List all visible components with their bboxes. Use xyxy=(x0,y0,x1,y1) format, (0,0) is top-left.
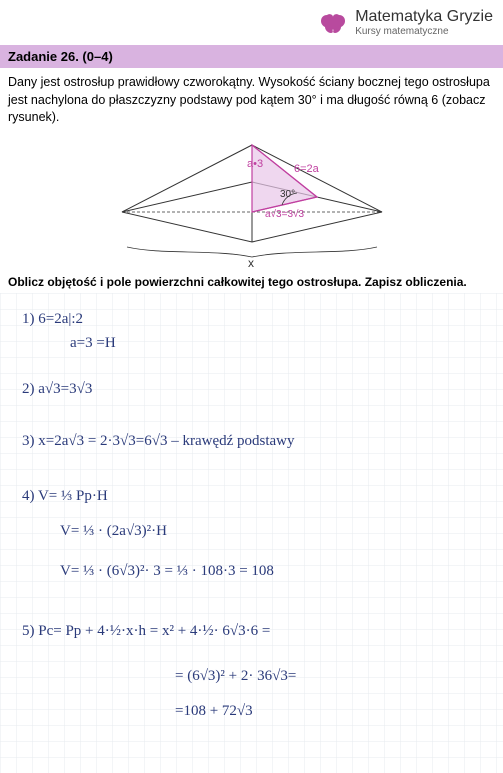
handwritten-work: 1) 6=2a|:2 a=3 =H 2) a√3=3√3 3) x=2a√3 =… xyxy=(0,293,503,773)
step-4c: V= ⅓ · (6√3)²· 3 = ⅓ · 108·3 = 108 xyxy=(60,563,274,580)
brain-icon xyxy=(319,11,347,35)
step-4b: V= ⅓ · (2a√3)²·H xyxy=(60,523,167,540)
brand-name: Matematyka Gryzie xyxy=(355,8,493,26)
step-1a: 1) 6=2a|:2 xyxy=(22,311,83,328)
pyramid-diagram: 30° a•3 6=2a a√3=3√3 x xyxy=(0,133,503,271)
step-5c: =108 + 72√3 xyxy=(175,703,253,720)
step-3: 3) x=2a√3 = 2·3√3=6√3 – krawędź podstawy xyxy=(22,433,295,450)
step-4a: 4) V= ⅓ Pp·H xyxy=(22,488,108,505)
step-2: 2) a√3=3√3 xyxy=(22,381,92,398)
brand-subtitle: Kursy matematyczne xyxy=(355,26,493,37)
problem-text: Dany jest ostrosłup prawidłowy czworokąt… xyxy=(0,68,503,133)
brand-text: Matematyka Gryzie Kursy matematyczne xyxy=(355,8,493,37)
step-1b: a=3 =H xyxy=(70,335,116,352)
angle-label: 30° xyxy=(280,189,295,200)
task-header: Zadanie 26. (0–4) xyxy=(0,45,503,68)
h-label: 6=2a xyxy=(294,163,320,175)
x-label: x xyxy=(248,256,254,267)
a-sqrt-label: a√3=3√3 xyxy=(265,208,305,220)
step-5a: 5) Pc= Pp + 4·½·x·h = x² + 4·½· 6√3·6 = xyxy=(22,623,270,640)
step-5b: = (6√3)² + 2· 36√3= xyxy=(175,668,296,685)
a-label: a•3 xyxy=(247,158,263,170)
instruction-text: Oblicz objętość i pole powierzchni całko… xyxy=(0,271,503,293)
brand-header: Matematyka Gryzie Kursy matematyczne xyxy=(0,0,503,45)
